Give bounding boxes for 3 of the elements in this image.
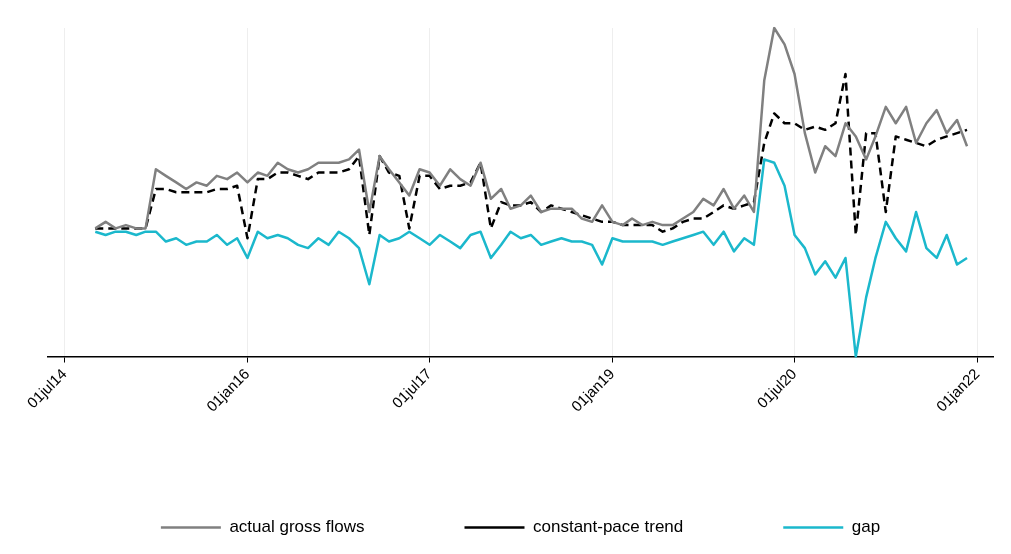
legend-label: constant-pace trend [532, 517, 684, 537]
legend-label: actual gross flows [229, 517, 365, 537]
legend-label: gap [851, 517, 881, 537]
